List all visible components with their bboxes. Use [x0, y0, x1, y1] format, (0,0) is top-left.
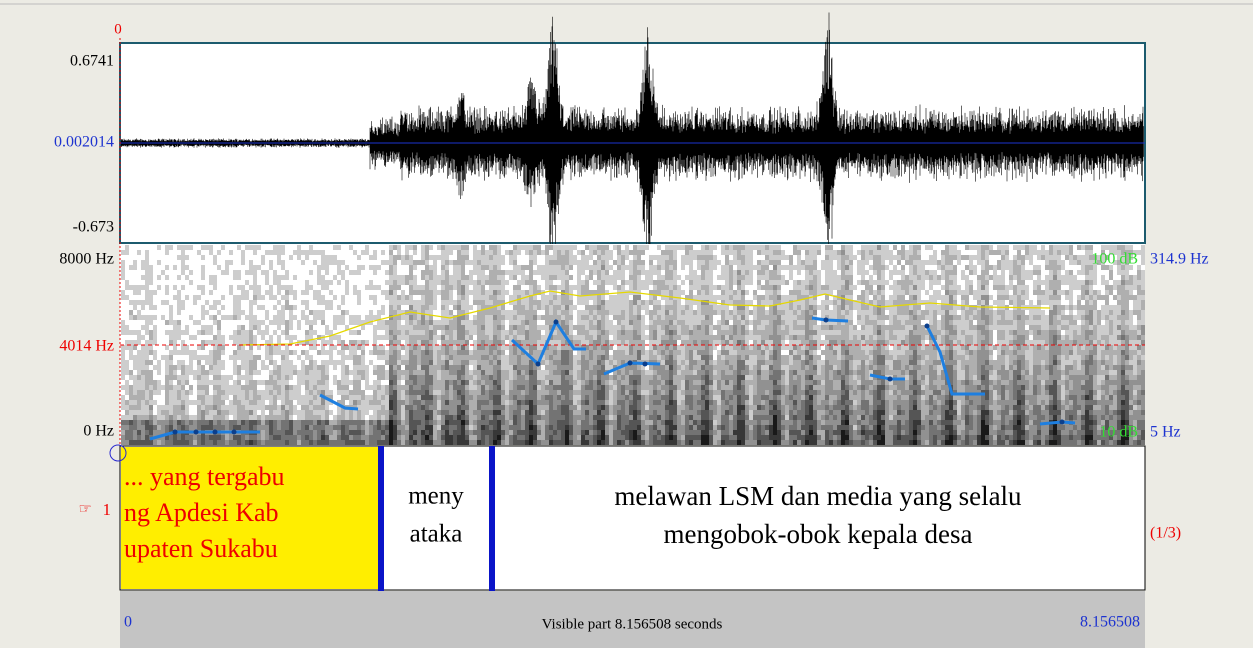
pitch-point	[1060, 420, 1065, 425]
pitch-point	[824, 318, 829, 323]
cursor-time: 0	[114, 21, 122, 37]
interval-boundary[interactable]	[378, 446, 384, 591]
interval-text: ataka	[410, 521, 463, 548]
intensity-max: 100 dB	[1091, 251, 1138, 268]
footer-start: 0	[124, 614, 132, 631]
tier-number: 1	[103, 500, 112, 519]
interval-boundary[interactable]	[489, 446, 495, 591]
waveform-max: 0.6741	[70, 53, 114, 70]
frequency-cursor-label: 4014 Hz	[59, 338, 114, 355]
interval-text: melawan LSM dan media yang selalu	[614, 481, 1022, 511]
pitch-max: 314.9 Hz	[1150, 251, 1209, 268]
intensity-min: 10 dB	[1099, 424, 1138, 441]
pitch-point	[232, 430, 237, 435]
praat-editor: 0 0.6741 0.002014 -0.673 8000 Hz 4014 Hz…	[0, 0, 1253, 648]
tier-icon[interactable]: ☞	[79, 501, 92, 517]
pitch-point	[628, 361, 633, 366]
pitch-point	[536, 362, 541, 367]
interval-text: meny	[408, 483, 464, 510]
pitch-point	[194, 430, 199, 435]
footer-visible: Visible part 8.156508 seconds	[542, 616, 723, 632]
pitch-point	[643, 362, 648, 367]
interval-text: upaten Sukabu	[124, 534, 278, 563]
pitch-point	[925, 324, 930, 329]
frequency-min: 0 Hz	[83, 423, 114, 440]
waveform-min: -0.673	[73, 219, 114, 236]
pitch-segment	[1040, 422, 1075, 424]
interval-text: mengobok-obok kepala desa	[664, 519, 973, 549]
interval-text: ng Apdesi Kab	[124, 498, 279, 527]
pitch-point	[888, 377, 893, 382]
waveform-center: 0.002014	[54, 134, 114, 151]
pitch-point	[173, 430, 178, 435]
pitch-point	[213, 430, 218, 435]
pitch-point	[554, 320, 559, 325]
frequency-max: 8000 Hz	[59, 251, 114, 268]
interval-position: (1/3)	[1150, 525, 1181, 542]
footer-end: 8.156508	[1080, 614, 1140, 631]
interval-text: ... yang tergabu	[124, 462, 285, 491]
pitch-min: 5 Hz	[1150, 424, 1181, 441]
